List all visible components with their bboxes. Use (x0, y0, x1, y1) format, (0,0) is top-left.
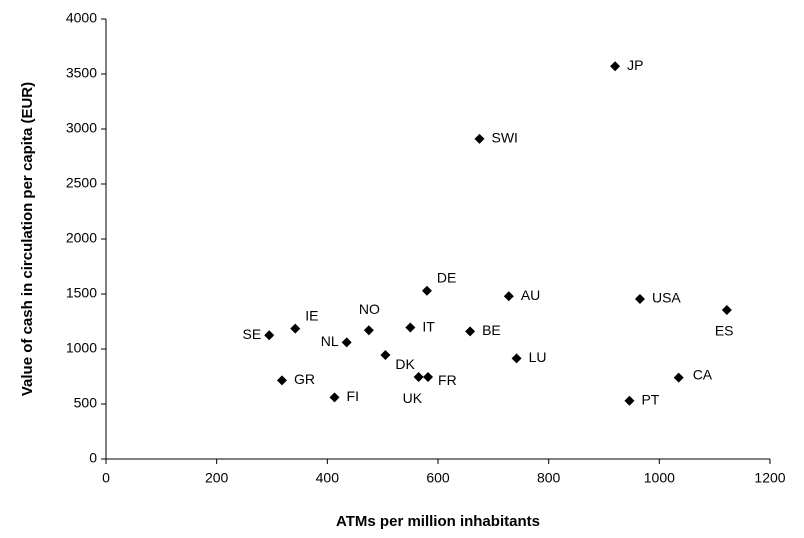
x-tick-label: 800 (537, 470, 561, 486)
point-label: GR (294, 371, 315, 387)
point (363, 325, 374, 336)
point (290, 323, 301, 334)
point (474, 133, 485, 144)
point-label: DK (395, 356, 415, 372)
y-tick-label: 4000 (66, 10, 97, 26)
y-tick-label: 500 (74, 395, 98, 411)
point (264, 330, 275, 341)
y-tick-label: 1000 (66, 340, 97, 356)
point (634, 293, 645, 304)
x-tick-label: 1000 (644, 470, 675, 486)
point-label: FI (347, 388, 359, 404)
point-label: SWI (492, 130, 518, 146)
point-label: UK (403, 390, 423, 406)
point-label: NO (359, 301, 380, 317)
point-label: CA (693, 366, 713, 382)
point (276, 375, 287, 386)
point-label: BE (482, 322, 501, 338)
point (610, 61, 621, 72)
point (405, 322, 416, 333)
point (624, 395, 635, 406)
y-tick-label: 3500 (66, 65, 97, 81)
point-label: PT (641, 391, 659, 407)
x-axis-title: ATMs per million inhabitants (336, 513, 540, 530)
point (380, 350, 391, 361)
point (341, 337, 352, 348)
y-axis-title: Value of cash in circulation per capita … (19, 82, 36, 396)
point-label: NL (321, 333, 339, 349)
point (465, 326, 476, 337)
point-label: AU (521, 287, 540, 303)
x-tick-label: 1200 (754, 470, 785, 486)
point (511, 353, 522, 364)
point-label: SE (243, 326, 262, 342)
y-tick-label: 0 (89, 450, 97, 466)
point-label: LU (529, 349, 547, 365)
x-tick-label: 200 (205, 470, 229, 486)
point (503, 291, 514, 302)
y-tick-label: 2500 (66, 175, 97, 191)
point (423, 372, 434, 383)
point (673, 372, 684, 383)
x-tick-label: 600 (426, 470, 450, 486)
point (721, 304, 732, 315)
point (413, 372, 424, 383)
y-tick-label: 3000 (66, 120, 97, 136)
point-label: ES (715, 323, 734, 339)
x-tick-label: 0 (102, 470, 110, 486)
point-label: DE (437, 269, 456, 285)
y-tick-label: 1500 (66, 285, 97, 301)
x-tick-label: 400 (316, 470, 340, 486)
point-label: USA (652, 290, 681, 306)
point-label: IT (422, 318, 435, 334)
point-label: FR (438, 372, 457, 388)
point-label: JP (627, 57, 643, 73)
y-tick-label: 2000 (66, 230, 97, 246)
point (421, 285, 432, 296)
point-label: IE (305, 307, 318, 323)
point (329, 392, 340, 403)
